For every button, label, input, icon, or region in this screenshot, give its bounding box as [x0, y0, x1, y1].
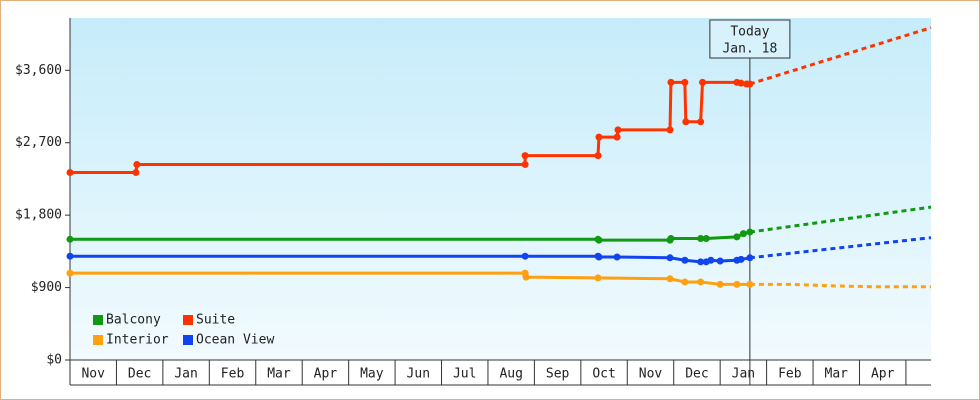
point: [737, 255, 745, 263]
point: [594, 274, 602, 282]
point: [594, 152, 602, 160]
point: [746, 280, 754, 288]
x-tick-label: Feb: [221, 367, 245, 382]
x-tick-label: Mar: [825, 367, 849, 382]
today-label: Jan. 18: [722, 42, 777, 57]
point: [132, 169, 140, 177]
x-tick-label: Nov: [639, 367, 663, 382]
today-box: [709, 19, 791, 59]
point: [746, 228, 754, 236]
point: [739, 230, 747, 238]
point: [595, 236, 603, 244]
point: [702, 234, 710, 242]
x-tick-label: Dec: [685, 367, 708, 382]
legend-label: Ocean View: [196, 333, 274, 348]
point: [521, 160, 529, 168]
point: [746, 254, 754, 262]
point: [746, 80, 754, 88]
point: [595, 253, 603, 261]
y-tick-label: $3,600: [15, 63, 62, 78]
point: [733, 233, 741, 241]
point: [707, 256, 715, 264]
y-tick-label: $900: [31, 280, 62, 295]
point: [697, 234, 705, 242]
projection-line: [749, 26, 932, 86]
legend-label: Suite: [196, 313, 235, 328]
point: [681, 78, 689, 86]
point: [521, 252, 529, 260]
point: [666, 254, 674, 262]
point: [699, 78, 707, 86]
legend-swatch: [93, 335, 103, 345]
x-tick-label: Apr: [314, 367, 338, 382]
x-tick-label: Dec: [128, 367, 151, 382]
y-tick-label: $1,800: [15, 208, 62, 223]
point: [733, 280, 741, 288]
y-tick-label: $2,700: [15, 135, 62, 150]
point: [666, 126, 674, 134]
point: [66, 235, 74, 243]
point: [66, 252, 74, 260]
legend-swatch: [183, 335, 193, 345]
point: [667, 234, 675, 242]
legend-label: Interior: [106, 333, 169, 348]
point: [682, 118, 690, 126]
point: [614, 126, 622, 134]
point: [66, 269, 74, 277]
legend-swatch: [183, 315, 193, 325]
point: [681, 278, 689, 286]
point: [666, 275, 674, 283]
point: [737, 79, 745, 87]
x-tick-label: Sep: [546, 367, 570, 382]
x-tick-label: Jun: [407, 367, 430, 382]
point: [716, 257, 724, 265]
projection-line: [749, 236, 932, 260]
projection-line: [749, 205, 932, 234]
x-tick-label: Nov: [81, 367, 105, 382]
today-label: Today: [730, 25, 769, 40]
x-tick-label: Aug: [499, 367, 522, 382]
point: [681, 256, 689, 264]
x-tick-label: Apr: [871, 367, 895, 382]
point: [697, 118, 705, 126]
plot-area: [70, 18, 931, 360]
point: [667, 78, 675, 86]
x-tick-label: Oct: [592, 367, 615, 382]
legend-label: Balcony: [106, 313, 161, 328]
point: [521, 152, 529, 160]
point: [522, 273, 530, 281]
point: [697, 258, 705, 266]
x-tick-label: Jan: [174, 367, 197, 382]
y-tick-label: $0: [46, 353, 62, 368]
legend-swatch: [93, 315, 103, 325]
point: [697, 278, 705, 286]
point: [613, 253, 621, 261]
x-tick-label: Feb: [778, 367, 802, 382]
x-tick-label: Jul: [453, 367, 476, 382]
x-tick-label: Mar: [267, 367, 291, 382]
point: [595, 133, 603, 141]
x-tick-label: Jan: [732, 367, 755, 382]
x-tick-label: May: [360, 367, 384, 382]
point: [613, 133, 621, 141]
point: [716, 280, 724, 288]
point: [66, 169, 74, 177]
point: [133, 160, 141, 168]
